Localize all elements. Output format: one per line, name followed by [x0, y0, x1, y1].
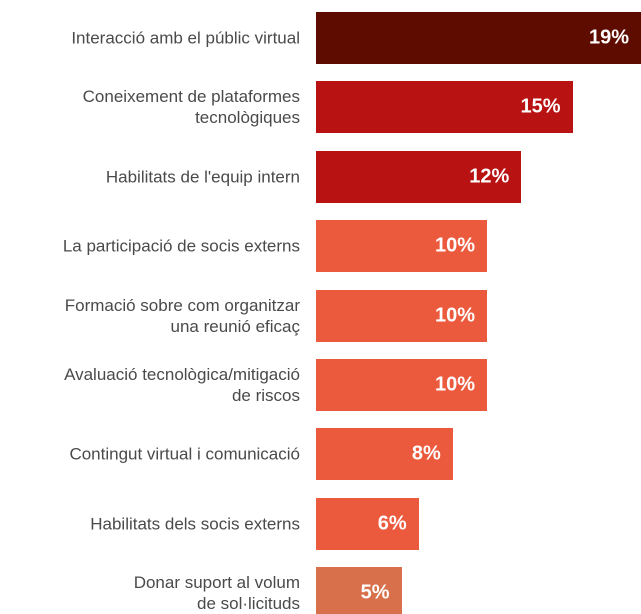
value-label: 15% [520, 95, 561, 118]
category-label: Formació sobre com organitzar una reunió… [64, 295, 300, 336]
category-label: Avaluació tecnològica/mitigació de risco… [64, 365, 300, 405]
category-label: Contingut virtual i comunicació [69, 444, 300, 464]
category-label: Coneixement de plataformes tecnològiques [82, 87, 300, 128]
category-label: Habilitats dels socis externs [90, 514, 300, 534]
bar [316, 150, 522, 203]
bar [316, 428, 453, 481]
value-label: 12% [469, 165, 510, 188]
bar [316, 497, 419, 550]
value-label: 19% [588, 26, 629, 49]
bar [316, 359, 488, 411]
category-label: Donar suport al volum de sol·licituds [133, 573, 300, 614]
category-label: La participació de socis externs [62, 236, 300, 256]
value-label: 10% [435, 304, 476, 327]
value-label: 8% [411, 442, 441, 465]
bar [316, 567, 402, 614]
value-label: 10% [435, 234, 476, 257]
bar [316, 81, 573, 134]
category-label: Interacció amb el públic virtual [71, 28, 300, 48]
bar [316, 12, 641, 64]
category-label: Habilitats de l'equip intern [105, 167, 300, 187]
bar [316, 289, 488, 342]
value-label: 5% [360, 581, 390, 604]
bar [316, 220, 488, 273]
value-label: 10% [435, 373, 476, 396]
value-label: 6% [377, 512, 407, 535]
